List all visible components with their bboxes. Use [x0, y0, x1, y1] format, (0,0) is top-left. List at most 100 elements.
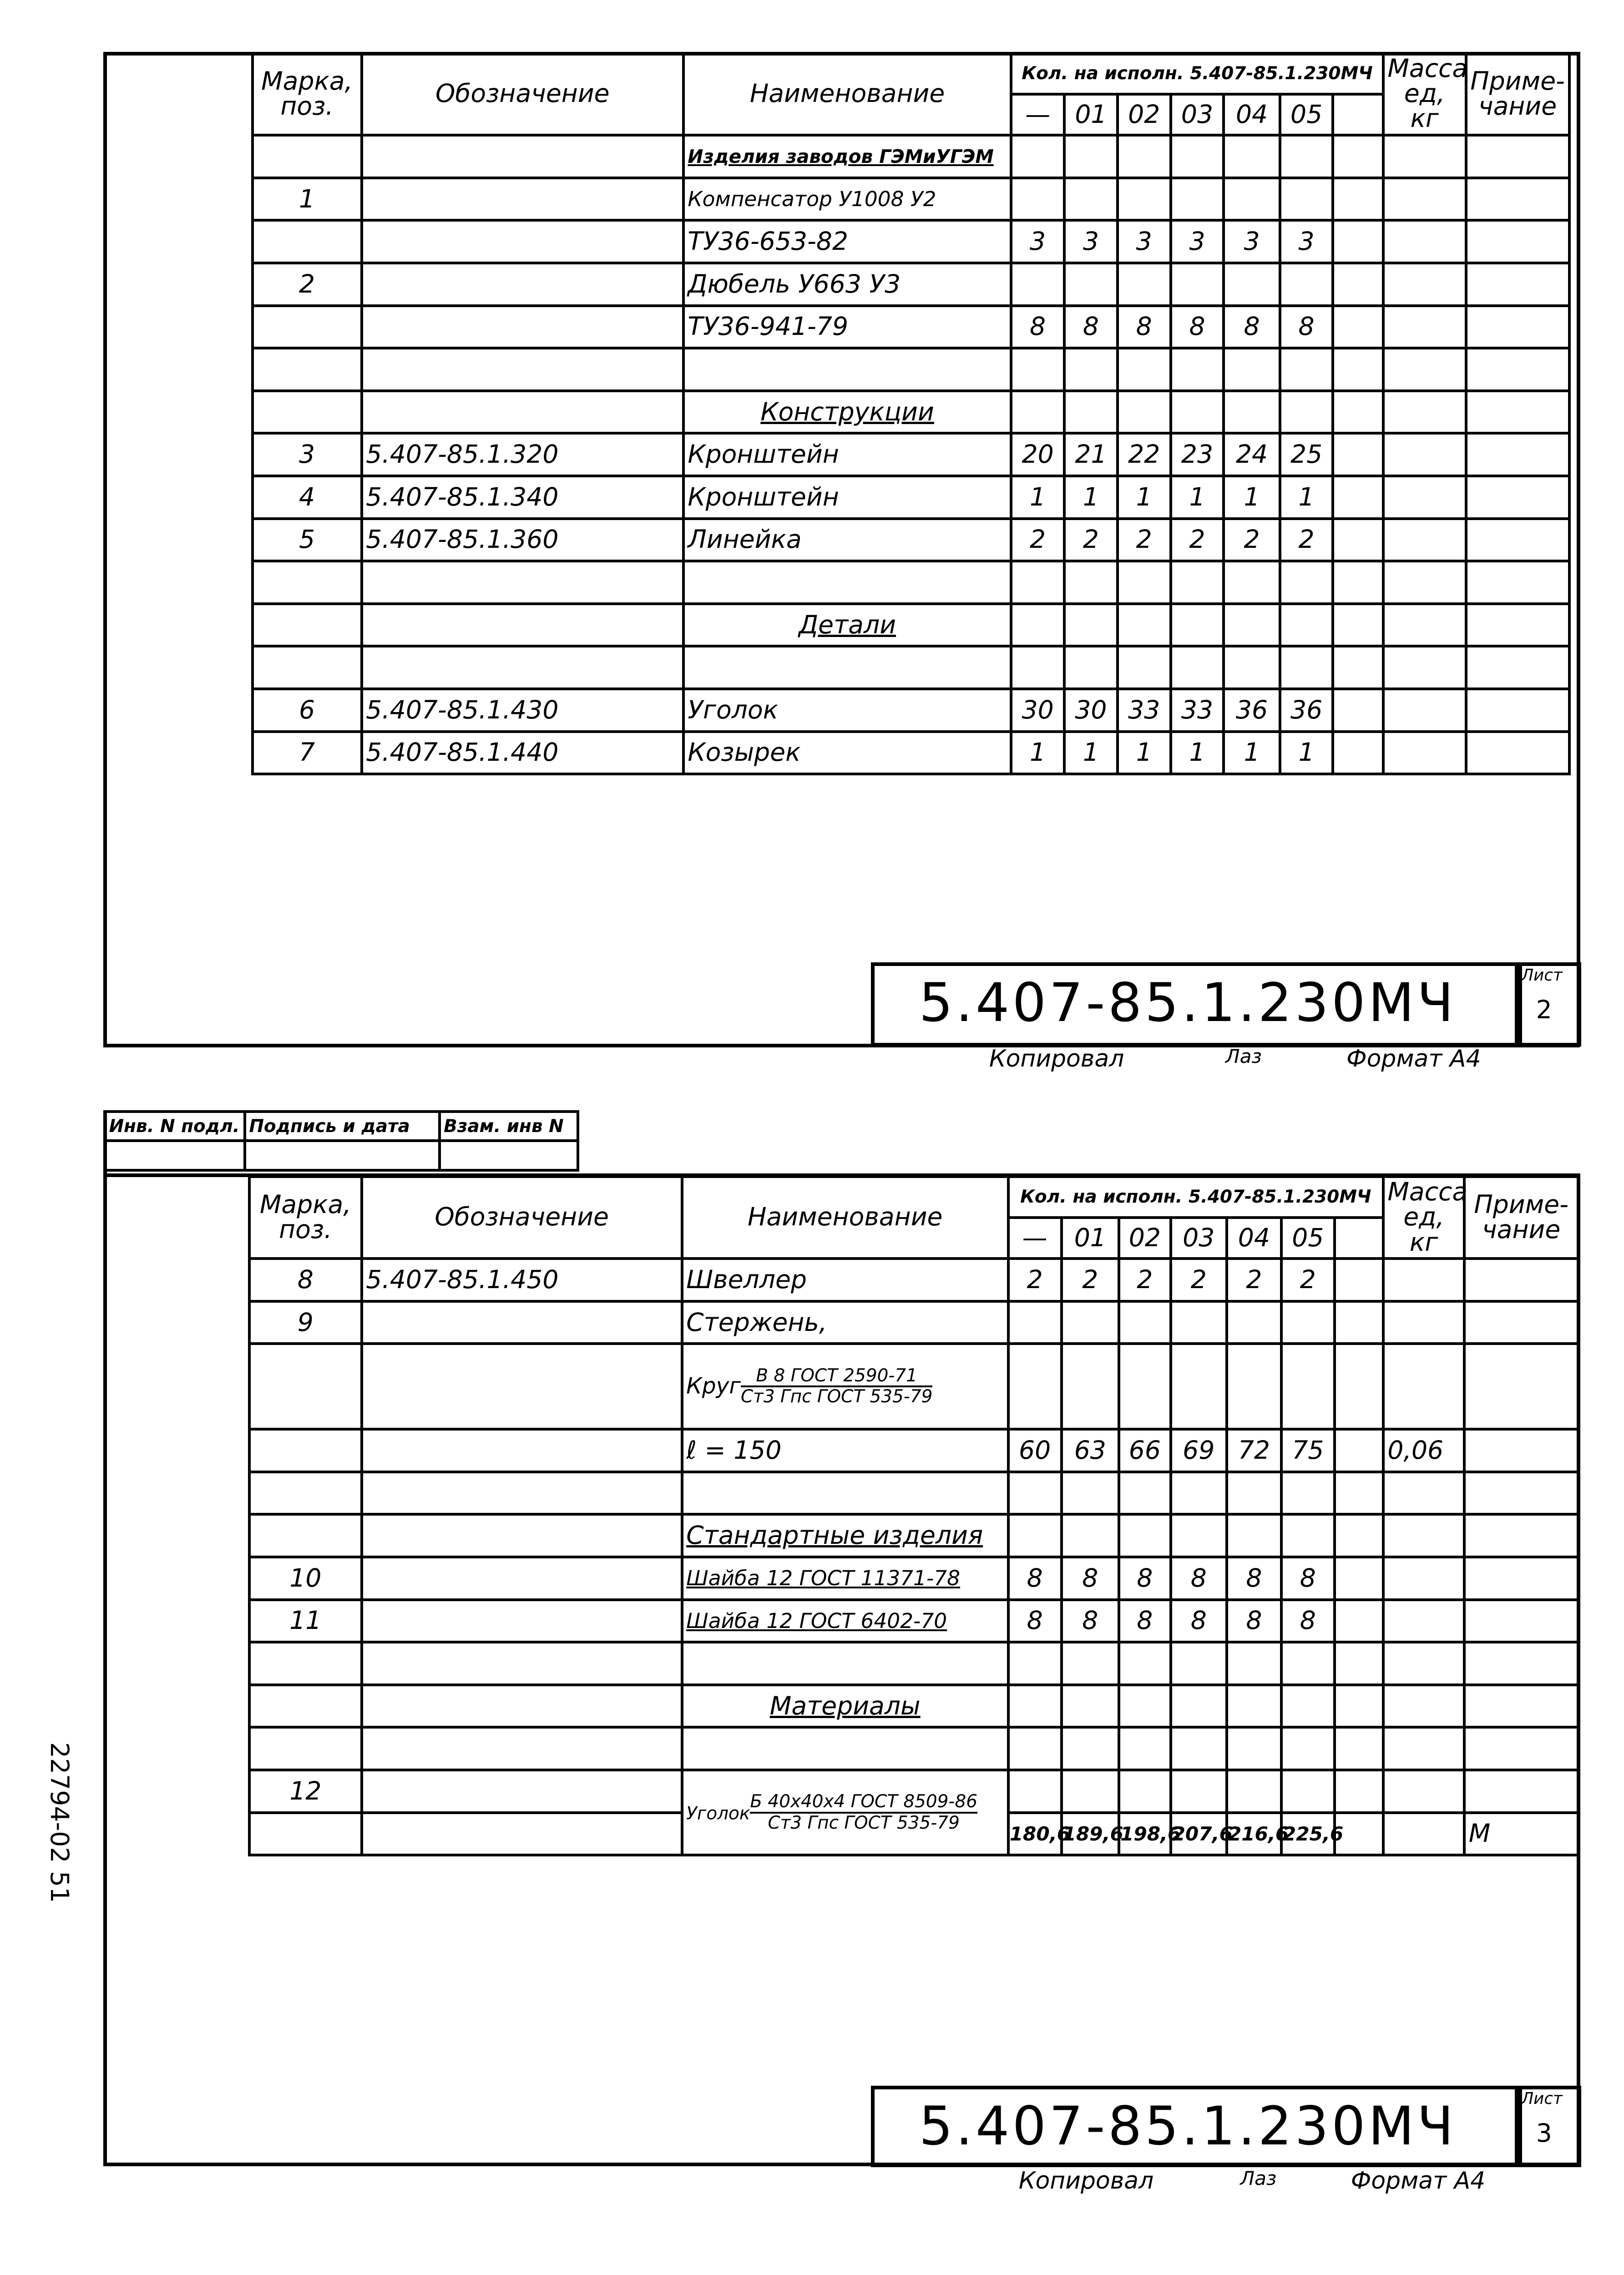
- name-text: Детали: [799, 610, 896, 640]
- qty-cell: [1222, 645, 1281, 690]
- pos-cell: [248, 1683, 363, 1729]
- name-cell: [680, 1726, 1010, 1771]
- qty-cell: [1331, 262, 1385, 307]
- qty-cell: [1169, 1726, 1228, 1771]
- qty-cell: [1222, 134, 1281, 179]
- qty-cell: [1222, 560, 1281, 605]
- note-cell: [1464, 389, 1571, 435]
- qty-cell: [1222, 262, 1281, 307]
- table-row: 4 5.407-85.1.340 Кронштейн 1 1 1 1 1 1: [251, 474, 1571, 520]
- note-cell: [1463, 1683, 1580, 1729]
- qty-cell: 198,6: [1118, 1811, 1181, 1857]
- designation-cell: [360, 560, 685, 605]
- mass-cell: [1381, 730, 1467, 776]
- table-row: Стандартные изделия: [248, 1513, 1580, 1558]
- mass-cell: [1381, 1683, 1466, 1729]
- qty-cell: [1010, 602, 1066, 648]
- mass-cell: [1381, 176, 1467, 222]
- name-cell: Стержень,: [680, 1299, 1010, 1345]
- mass-cell: [1381, 1811, 1466, 1857]
- table-row: 7 5.407-85.1.440 Козырек 1 1 1 1 1 1: [251, 730, 1571, 776]
- qty-cell: [1007, 1768, 1063, 1814]
- fraction: Б 40x40x4 ГОСТ 8509-86 Ст3 Гпс ГОСТ 535-7…: [750, 1792, 977, 1832]
- designation-cell: [360, 1683, 683, 1729]
- variant-01: 01: [1063, 92, 1119, 137]
- qty-cell: [1278, 389, 1335, 435]
- qty-cell: 8: [1280, 1555, 1336, 1601]
- note-cell: [1463, 1641, 1580, 1686]
- qty-cell: [1169, 1641, 1228, 1686]
- sheet2-frame-right: [1577, 1173, 1581, 2166]
- designation-cell: 5.407-85.1.320: [360, 432, 685, 477]
- qty-cell: [1280, 1726, 1336, 1771]
- mass-cell: [1381, 1598, 1466, 1644]
- note-cell: [1463, 1470, 1580, 1516]
- qty-cell: [1010, 134, 1066, 179]
- qty-cell: 1: [1169, 730, 1225, 776]
- sheet2-frame-top: [103, 1173, 1580, 1178]
- qty-cell: [1331, 687, 1385, 733]
- qty-cell: [1225, 1726, 1283, 1771]
- header-designation: Обозначение: [360, 1175, 683, 1260]
- designation-cell: [360, 1641, 683, 1686]
- mass-cell: [1381, 134, 1467, 179]
- replacement-inv-cell: [438, 1139, 580, 1172]
- name-text: Конструкции: [760, 397, 934, 427]
- designation-cell: [360, 1342, 683, 1431]
- qty-cell: 3: [1222, 219, 1281, 265]
- qty-cell: 3: [1278, 219, 1335, 265]
- qty-cell: 1: [1169, 474, 1225, 520]
- qty-cell: 8: [1118, 1555, 1172, 1601]
- qty-cell: [1278, 645, 1335, 690]
- qty-cell: 8: [1116, 304, 1172, 350]
- designation-cell: [360, 176, 685, 222]
- sheet-number: 3: [1536, 2119, 1552, 2149]
- designation-cell: [360, 1768, 683, 1814]
- name-text: Кронштейн: [688, 482, 839, 512]
- header-note: Приме- чание: [1464, 51, 1571, 137]
- qty-cell: [1010, 645, 1066, 690]
- qty-cell: 66: [1118, 1428, 1172, 1473]
- name-text: Кронштейн: [688, 440, 839, 470]
- qty-cell: [1331, 432, 1385, 477]
- name-cell: Кронштейн: [682, 432, 1013, 477]
- document-code: 5.407-85.1.230МЧ: [919, 972, 1457, 1034]
- name-text: Компенсатор У1008 У2: [688, 187, 936, 212]
- name-cell: Изделия заводов ГЭМиУГЭМ: [682, 134, 1013, 179]
- designation-cell: [360, 262, 685, 307]
- qty-cell: 22: [1116, 432, 1172, 477]
- note-cell: [1464, 304, 1571, 350]
- name-cell: Кронштейн: [682, 474, 1013, 520]
- qty-cell: [1333, 1299, 1385, 1345]
- replacement-inv-label: Взам. инв N: [438, 1110, 580, 1143]
- qty-cell: [1331, 134, 1385, 179]
- name-cell: ℓ = 150: [680, 1428, 1010, 1473]
- mass-cell: [1381, 474, 1467, 520]
- qty-cell: [1225, 1768, 1283, 1814]
- qty-cell: [1010, 389, 1066, 435]
- qty-cell: [1280, 1299, 1336, 1345]
- mass-cell: [1381, 602, 1467, 648]
- qty-cell: 1: [1010, 730, 1066, 776]
- inv-number-label: Инв. N подл.: [103, 1110, 246, 1143]
- qty-cell: [1060, 1513, 1121, 1558]
- note-cell: [1464, 219, 1571, 265]
- qty-cell: [1118, 1299, 1172, 1345]
- table-row: Детали: [251, 602, 1571, 648]
- header-pos: Марка, поз.: [251, 51, 363, 137]
- qty-cell: [1278, 176, 1335, 222]
- qty-cell: [1225, 1342, 1283, 1431]
- qty-cell: [1169, 602, 1225, 648]
- signature-date-cell: [243, 1139, 441, 1172]
- variant-02: 02: [1118, 1216, 1172, 1260]
- qty-cell: [1116, 347, 1172, 392]
- note-cell: М: [1463, 1811, 1580, 1857]
- qty-cell: [1222, 176, 1281, 222]
- name-text: Козырек: [688, 738, 801, 768]
- pos-cell: [251, 347, 363, 392]
- qty-cell: 1: [1116, 474, 1172, 520]
- name-cell: ТУ36-941-79: [682, 304, 1013, 350]
- qty-cell: [1063, 134, 1119, 179]
- note-cell: [1464, 730, 1571, 776]
- note-cell: [1463, 1726, 1580, 1771]
